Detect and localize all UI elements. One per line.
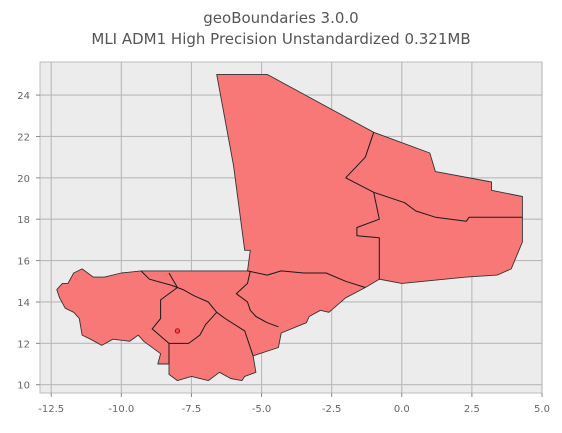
country-outline [56, 73, 523, 382]
admin-borders [140, 132, 523, 364]
admin-border [345, 132, 380, 280]
map-markers [174, 328, 181, 334]
admin-border [169, 311, 218, 344]
admin-border [140, 270, 254, 356]
country-shapes [56, 73, 523, 382]
x-tick-label: 2.5 [464, 404, 480, 415]
admin-border [235, 270, 279, 328]
y-tick-label: 24 [17, 91, 30, 102]
x-tick-label: -5.0 [252, 404, 272, 415]
y-tick-label: 14 [17, 298, 30, 309]
x-tick-label: 5.0 [534, 404, 550, 415]
x-tick-label: 0.0 [394, 404, 410, 415]
x-tick-label: -12.5 [38, 404, 64, 415]
admin-border [247, 270, 366, 288]
chart-subtitle: MLI ADM1 High Precision Unstandardized 0… [91, 30, 471, 48]
y-tick-label: 12 [17, 339, 30, 350]
y-tick-label: 10 [17, 381, 30, 392]
y-tick-label: 18 [17, 215, 30, 226]
x-tick-label: -2.5 [322, 404, 342, 415]
title-block: geoBoundaries 3.0.0 MLI ADM1 High Precis… [0, 8, 562, 50]
admin-border [373, 191, 523, 222]
x-tick-label: -7.5 [182, 404, 202, 415]
capital-marker [174, 328, 181, 334]
axis-ticks: -12.5 -10.0 -7.5 -5.0 -2.5 0.0 2.5 5.0 10 12 14 16 1… [17, 91, 550, 415]
y-tick-label: 20 [17, 174, 30, 185]
y-tick-label: 22 [17, 132, 30, 143]
chart-title: geoBoundaries 3.0.0 [203, 9, 359, 27]
x-tick-label: -10.0 [108, 404, 134, 415]
y-tick-label: 16 [17, 257, 30, 268]
